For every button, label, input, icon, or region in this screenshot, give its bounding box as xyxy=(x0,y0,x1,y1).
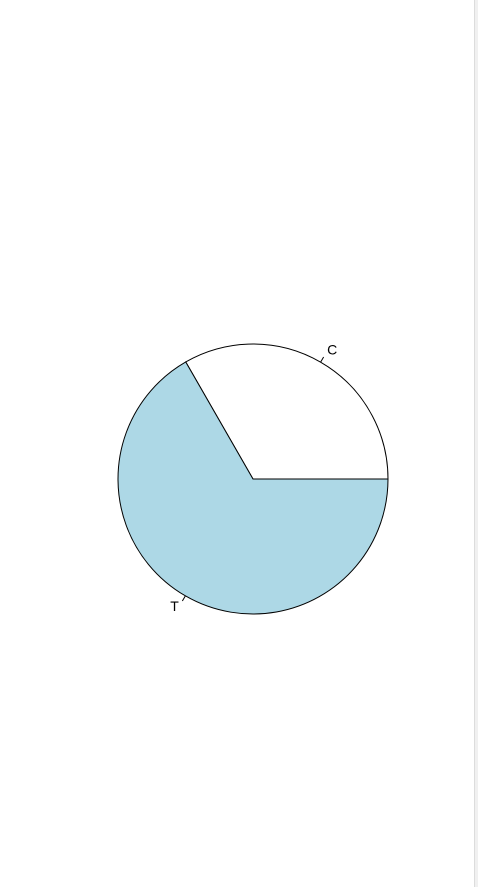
slice-label-c: C xyxy=(327,342,337,358)
label-ticks xyxy=(181,356,325,602)
pie-slices xyxy=(117,343,389,615)
slice-labels: CT xyxy=(170,342,337,614)
pie-slice-c xyxy=(185,343,389,480)
label-tick-c xyxy=(320,356,325,363)
pie-slice-t xyxy=(117,361,389,615)
slice-label-t: T xyxy=(170,598,179,614)
label-tick-t xyxy=(181,595,186,602)
window-edge xyxy=(474,0,478,887)
